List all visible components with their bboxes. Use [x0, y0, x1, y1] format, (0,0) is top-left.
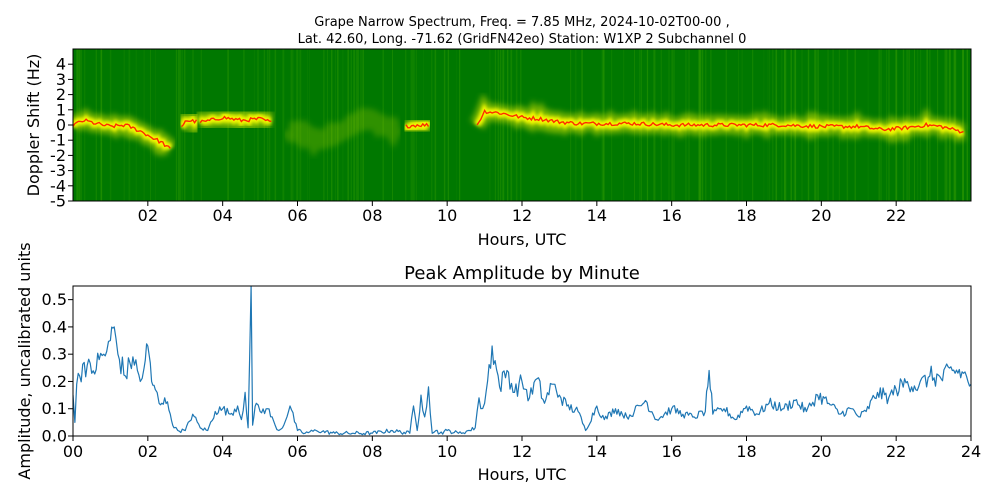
y-tick-label: 2: [56, 85, 66, 104]
x-tick-label: 02: [138, 206, 158, 225]
peak-trace-segment: [73, 118, 171, 149]
amplitude-x-label: Hours, UTC: [478, 465, 567, 484]
x-tick-label: 16: [661, 206, 681, 225]
amplitude-x-ticks: 00 02 04 06 08 10 12 14 16 18 20 22 24: [63, 436, 981, 461]
peak-trace-segment: [405, 122, 430, 129]
amplitude-panel: Peak Amplitude by Minute 0.0 0.1 0.2 0.3 0.4…: [15, 242, 981, 484]
x-tick-label: 04: [212, 206, 232, 225]
x-tick-label: 08: [362, 206, 382, 225]
x-tick-label: 18: [736, 442, 756, 461]
x-tick-label: 12: [512, 442, 532, 461]
y-tick-label: 0.0: [42, 427, 67, 446]
y-tick-label: 3: [56, 70, 66, 89]
y-tick-label: 0.2: [42, 372, 67, 391]
x-tick-label: 12: [512, 206, 532, 225]
y-tick-label: 0.3: [42, 345, 67, 364]
x-tick-label: 10: [437, 206, 457, 225]
x-tick-label: 14: [587, 442, 607, 461]
peak-trace-segment: [199, 115, 272, 124]
x-tick-label: 22: [886, 206, 906, 225]
x-tick-label: 02: [138, 442, 158, 461]
x-tick-label: 14: [587, 206, 607, 225]
peak-trace-segment: [181, 118, 198, 128]
spectrogram-peak-trace: [73, 109, 964, 149]
spectrogram-x-label: Hours, UTC: [478, 230, 567, 249]
y-tick-label: 4: [56, 55, 66, 74]
x-tick-label: 24: [961, 442, 981, 461]
y-tick-label: 0: [56, 116, 66, 135]
y-tick-label: -5: [50, 192, 66, 211]
x-tick-label: 08: [362, 442, 382, 461]
x-tick-label: 20: [811, 442, 831, 461]
amplitude-title: Peak Amplitude by Minute: [404, 263, 640, 284]
spectrogram-x-ticks: 02 04 06 08 10 12 14 16 18 20 22: [138, 201, 906, 225]
y-tick-label: -1: [50, 131, 66, 150]
y-tick-label: 0.4: [42, 317, 67, 336]
x-tick-label: 06: [287, 206, 307, 225]
amplitude-y-label: Amplitude, uncalibrated units: [15, 242, 34, 479]
y-tick-label: 0.5: [42, 290, 67, 309]
x-tick-label: 18: [736, 206, 756, 225]
y-tick-label: 1: [56, 100, 66, 119]
peak-trace-segment: [476, 109, 964, 134]
spectrogram-y-label: Doppler Shift (Hz): [24, 54, 43, 197]
y-tick-label: 0.1: [42, 399, 67, 418]
x-tick-label: 16: [661, 442, 681, 461]
y-tick-label: -3: [50, 161, 66, 180]
x-tick-label: 06: [287, 442, 307, 461]
figure-title-line-2: Lat. 42.60, Long. -71.62 (GridFN42eo) St…: [298, 32, 747, 47]
amplitude-line: [73, 286, 971, 436]
x-tick-label: 10: [437, 442, 457, 461]
y-tick-label: -2: [50, 146, 66, 165]
figure-title-line-1: Grape Narrow Spectrum, Freq. = 7.85 MHz,…: [314, 15, 729, 30]
x-tick-label: 22: [886, 442, 906, 461]
x-tick-label: 00: [63, 442, 83, 461]
faint-signal-segment: [282, 108, 403, 158]
amplitude-series: [73, 286, 971, 436]
amplitude-plot-area: [73, 286, 971, 436]
x-tick-label: 04: [212, 442, 232, 461]
y-tick-label: -4: [50, 176, 66, 195]
x-tick-label: 20: [811, 206, 831, 225]
amplitude-y-ticks: 0.0 0.1 0.2 0.3 0.4 0.5: [42, 290, 73, 446]
